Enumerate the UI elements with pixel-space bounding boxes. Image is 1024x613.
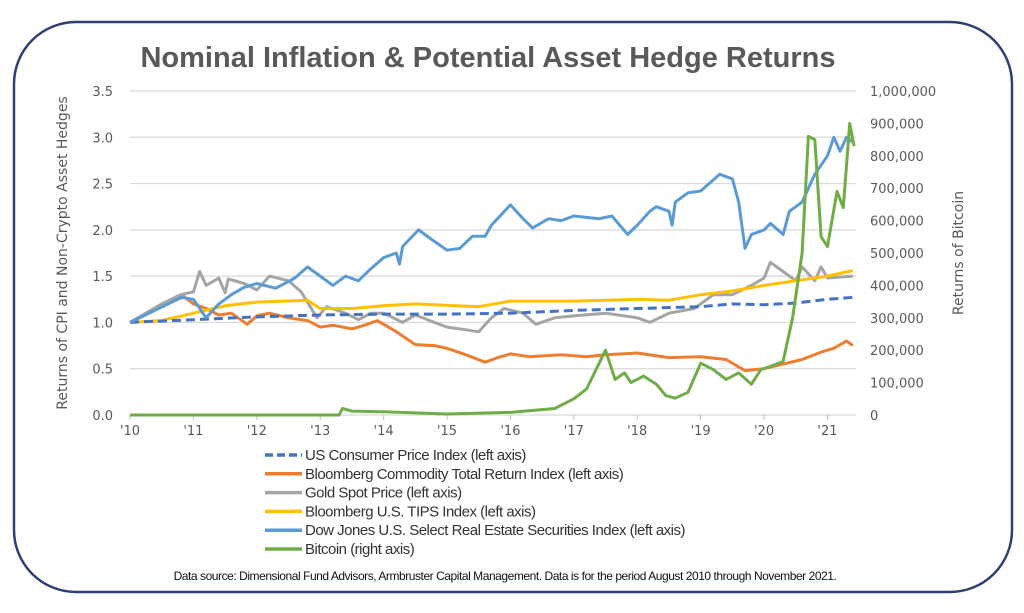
y2-tick-label: 100,000 (870, 377, 924, 392)
x-tick-label: '14 (374, 424, 394, 439)
y2-tick-label: 900,000 (870, 117, 924, 132)
x-tick-label: '19 (691, 424, 711, 439)
legend-label: Bitcoin (right axis) (305, 541, 415, 558)
legend-item: Dow Jones U.S. Select Real Estate Securi… (265, 522, 686, 539)
series-lines (129, 121, 856, 417)
x-tick-label: '12 (247, 424, 267, 439)
legend-item: Bloomberg Commodity Total Return Index (… (265, 466, 624, 483)
x-tick-label: '21 (817, 424, 837, 439)
legend-label: Gold Spot Price (left axis) (305, 485, 462, 502)
y-tick-label: 3.0 (92, 131, 113, 146)
y2-tick-label: 800,000 (870, 150, 924, 165)
legend-label: US Consumer Price Index (left axis) (305, 447, 526, 464)
x-tick-label: '15 (437, 424, 457, 439)
y2-tick-label: 0 (870, 409, 878, 424)
chart-frame (12, 20, 1014, 594)
left-axis-label: Returns of CPI and Non-Crypto Asset Hedg… (55, 96, 71, 409)
legend: US Consumer Price Index (left axis) Bloom… (265, 447, 686, 558)
y-tick-label: 0.0 (92, 409, 113, 424)
x-tick-label: '13 (310, 424, 330, 439)
x-tick-label: '17 (564, 424, 584, 439)
series-line-1 (129, 295, 854, 373)
y2-tick-label: 1,000,000 (870, 85, 936, 100)
series-line-2 (129, 260, 853, 334)
series-line-3 (129, 269, 854, 324)
right-axis-label: Returns of Bitcoin (951, 191, 967, 315)
series-line-0 (129, 295, 853, 324)
x-tick-label: '11 (183, 424, 203, 439)
legend-label: Bloomberg Commodity Total Return Index (… (305, 466, 624, 483)
y2-tick-label: 400,000 (870, 279, 924, 294)
y-tick-label: 3.5 (92, 85, 113, 100)
y2-tick-label: 300,000 (870, 312, 924, 327)
y-tick-label: 0.5 (92, 363, 113, 378)
y-tick-label: 1.5 (92, 270, 113, 285)
legend-label: Dow Jones U.S. Select Real Estate Securi… (305, 522, 686, 539)
x-tick-label: '20 (754, 424, 774, 439)
series-line-4 (129, 135, 854, 324)
y-tick-label: 1.0 (92, 316, 113, 331)
y2-tick-label: 500,000 (870, 247, 924, 262)
x-tick-label: '16 (500, 424, 520, 439)
x-axis-ticks: '10 '11 '12 '13 '14 '15 '16 '17 '18 '19 '20 '21 (120, 415, 838, 439)
chart-title: Nominal Inflation & Potential Asset Hedg… (140, 42, 835, 74)
x-tick-label: '18 (627, 424, 647, 439)
y2-tick-label: 600,000 (870, 215, 924, 230)
y-tick-label: 2.0 (92, 224, 113, 239)
y-tick-label: 2.5 (92, 178, 113, 193)
right-axis-ticks: 0 100,000 200,000 300,000 400,000 500,000 600,… (870, 85, 936, 424)
legend-label: Bloomberg U.S. TIPS Index (left axis) (305, 503, 536, 520)
y2-tick-label: 700,000 (870, 182, 924, 197)
legend-item: Bitcoin (right axis) (265, 541, 415, 558)
legend-item: Gold Spot Price (left axis) (265, 485, 463, 502)
series-line-5 (130, 121, 856, 417)
source-note: Data source: Dimensional Fund Advisors, … (174, 569, 837, 583)
y2-tick-label: 200,000 (870, 344, 924, 359)
left-axis-ticks: 0.0 0.5 1.0 1.5 2.0 2.5 3.0 3.5 (92, 85, 113, 424)
x-tick-label: '10 (120, 424, 140, 439)
legend-item: US Consumer Price Index (left axis) (265, 447, 527, 464)
legend-item: Bloomberg U.S. TIPS Index (left axis) (265, 503, 536, 520)
